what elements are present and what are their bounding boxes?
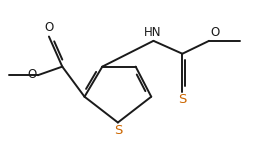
Text: S: S — [114, 124, 122, 137]
Text: S: S — [178, 93, 187, 107]
Text: O: O — [210, 26, 220, 39]
Text: O: O — [27, 68, 37, 81]
Text: HN: HN — [144, 26, 161, 39]
Text: O: O — [44, 21, 54, 34]
